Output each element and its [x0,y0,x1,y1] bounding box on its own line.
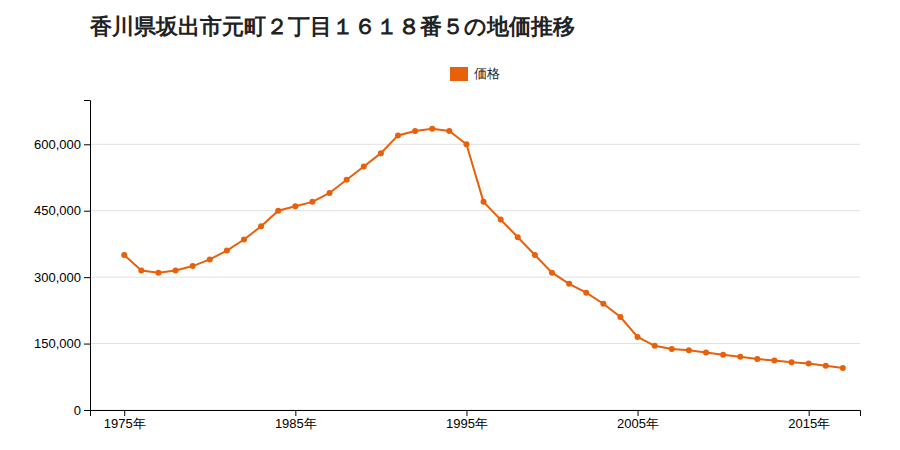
point [515,234,521,240]
point [344,177,350,183]
chart: 香川県坂出市元町２丁目１６１８番５の地価推移 1975年 1985年 1995年 200… [0,0,900,450]
y-axis: 0 150,000 300,000 450,000 600,000 [34,101,91,418]
point [703,349,709,355]
y-tick-label: 300,000 [34,270,81,285]
point [190,263,196,269]
x-tick-mark [809,410,810,416]
y-tick-mark [84,277,90,278]
legend-swatch [450,67,468,81]
x-tick: 2015年 [788,410,830,431]
point [532,252,538,258]
point [669,346,675,352]
y-tick: 600,000 [34,137,90,152]
grid-line [90,144,860,145]
y-tick-mark [84,410,90,411]
point [309,199,315,205]
plot: 1975年 1985年 1995年 2005年 2015年 0 150,000 300,000… [34,101,861,432]
point [207,256,213,262]
point [155,270,161,276]
point [378,150,384,156]
point [686,347,692,353]
x-tick-mark [466,410,467,416]
y-tick-mark [84,344,90,345]
title: 香川県坂出市元町２丁目１６１８番５の地価推移 [89,14,575,39]
point [583,290,589,296]
y-tick-mark [84,144,90,145]
point [275,208,281,214]
line [124,129,843,368]
x-axis: 1975年 1985年 1995年 2005年 2015年 [91,410,861,431]
y-tick-label: 600,000 [34,137,81,152]
x-tick-label: 1995年 [446,416,488,431]
x-tick: 1985年 [275,410,317,431]
x-tick: 1975年 [104,410,146,431]
y-axis-line [84,101,91,411]
legend-label: 価格 [474,66,500,81]
series [121,126,846,371]
point [806,361,812,367]
y-tick-label: 0 [74,403,81,418]
grid-line [90,277,860,278]
x-tick-mark [124,410,125,416]
y-tick-label: 450,000 [34,203,81,218]
marks [121,126,846,371]
y-tick-label: 150,000 [34,336,81,351]
x-tick-label: 1985年 [275,416,317,431]
point [498,217,504,223]
point [138,268,144,274]
point [720,352,726,358]
point [463,141,469,147]
x-tick: 1995年 [446,410,488,431]
point [395,132,401,138]
point [327,190,333,196]
grid-line [90,343,860,344]
y-tick: 150,000 [34,336,90,351]
point [754,356,760,362]
point [481,199,487,205]
point [652,343,658,349]
grid [90,144,860,410]
point [737,354,743,360]
x-tick-mark [295,410,296,416]
x-tick: 2005年 [617,410,659,431]
point [173,268,179,274]
point [429,126,435,132]
point [241,237,247,243]
point [823,363,829,369]
point [292,203,298,209]
point [789,359,795,365]
point [617,314,623,320]
x-tick-label: 1975年 [104,416,146,431]
point [566,281,572,287]
point [840,365,846,371]
point [635,334,641,340]
point [224,248,230,254]
x-axis-line [91,411,861,417]
x-tick-mark [638,410,639,416]
y-tick: 0 [74,403,90,418]
x-tick-label: 2005年 [617,416,659,431]
point [121,252,127,258]
point [549,270,555,276]
point [361,163,367,169]
x-tick-label: 2015年 [788,416,830,431]
y-tick: 300,000 [34,270,90,285]
point [446,128,452,134]
legend-item: 価格 [450,66,500,81]
point [771,357,777,363]
y-tick-mark [84,211,90,212]
point [258,223,264,229]
grid-line [90,210,860,211]
legend: 価格 [450,66,500,81]
y-tick: 450,000 [34,203,90,218]
point [412,128,418,134]
point [600,301,606,307]
